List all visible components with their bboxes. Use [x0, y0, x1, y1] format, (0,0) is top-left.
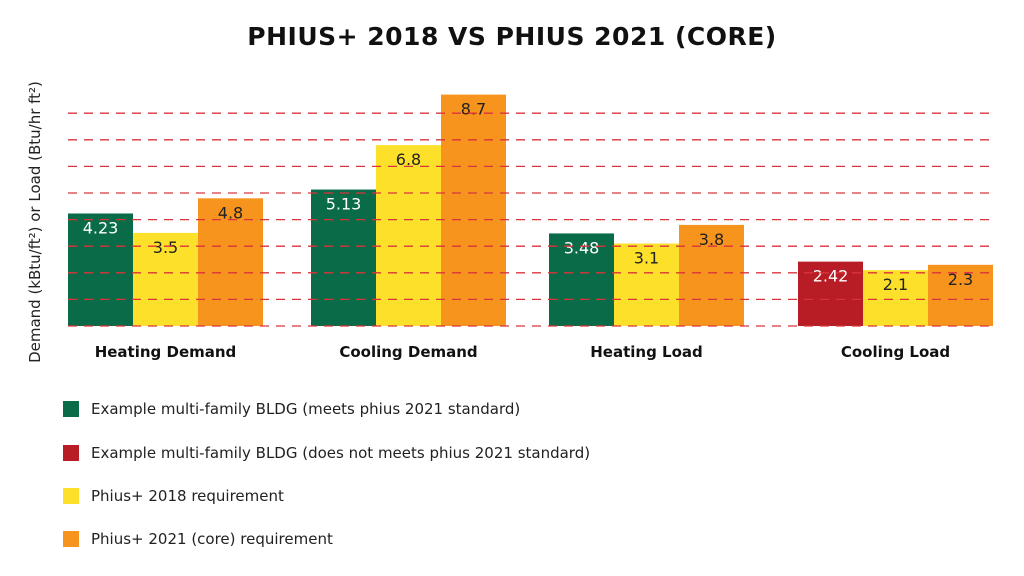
legend-swatch: [63, 488, 79, 504]
bar: [549, 233, 614, 326]
legend-label: Example multi-family BLDG (does not meet…: [91, 444, 591, 462]
bar: [441, 94, 506, 326]
data-label: 2.42: [813, 267, 849, 286]
legend-label: Phius+ 2018 requirement: [91, 487, 284, 505]
data-label: 3.8: [699, 230, 724, 249]
legend-item: Phius+ 2021 (core) requirement: [63, 530, 333, 548]
chart-title: PHIUS+ 2018 VS PHIUS 2021 (CORE): [247, 22, 777, 51]
bar: [679, 224, 744, 326]
bar: [133, 232, 198, 326]
legend-item: Example multi-family BLDG (meets phius 2…: [63, 400, 520, 418]
data-label: 4.8: [218, 203, 243, 222]
legend-swatch: [63, 401, 79, 417]
x-tick-label: Cooling Demand: [339, 343, 477, 361]
bar: [311, 189, 376, 326]
legend-label: Phius+ 2021 (core) requirement: [91, 530, 333, 548]
bar: [614, 243, 679, 326]
bar: [863, 270, 928, 326]
legend-item: Example multi-family BLDG (does not meet…: [63, 444, 590, 462]
bar: [928, 264, 993, 326]
x-tick-label: Cooling Load: [841, 343, 950, 361]
data-label: 8.7: [461, 100, 486, 119]
legend-swatch: [63, 531, 79, 547]
bar: [376, 145, 441, 326]
data-label: 4.23: [83, 218, 119, 237]
legend-item: Phius+ 2018 requirement: [63, 487, 284, 505]
data-label: 3.48: [564, 238, 600, 257]
data-label: 3.5: [153, 238, 178, 257]
bar: [68, 213, 133, 326]
legend-label: Example multi-family BLDG (meets phius 2…: [91, 400, 521, 418]
data-label: 2.3: [948, 270, 973, 289]
x-tick-label: Heating Demand: [95, 343, 237, 361]
data-label: 6.8: [396, 150, 421, 169]
legend-swatch: [63, 445, 79, 461]
x-tick-label: Heating Load: [590, 343, 703, 361]
data-label: 3.1: [634, 249, 659, 268]
data-label: 2.1: [883, 275, 908, 294]
data-label: 5.13: [326, 195, 362, 214]
